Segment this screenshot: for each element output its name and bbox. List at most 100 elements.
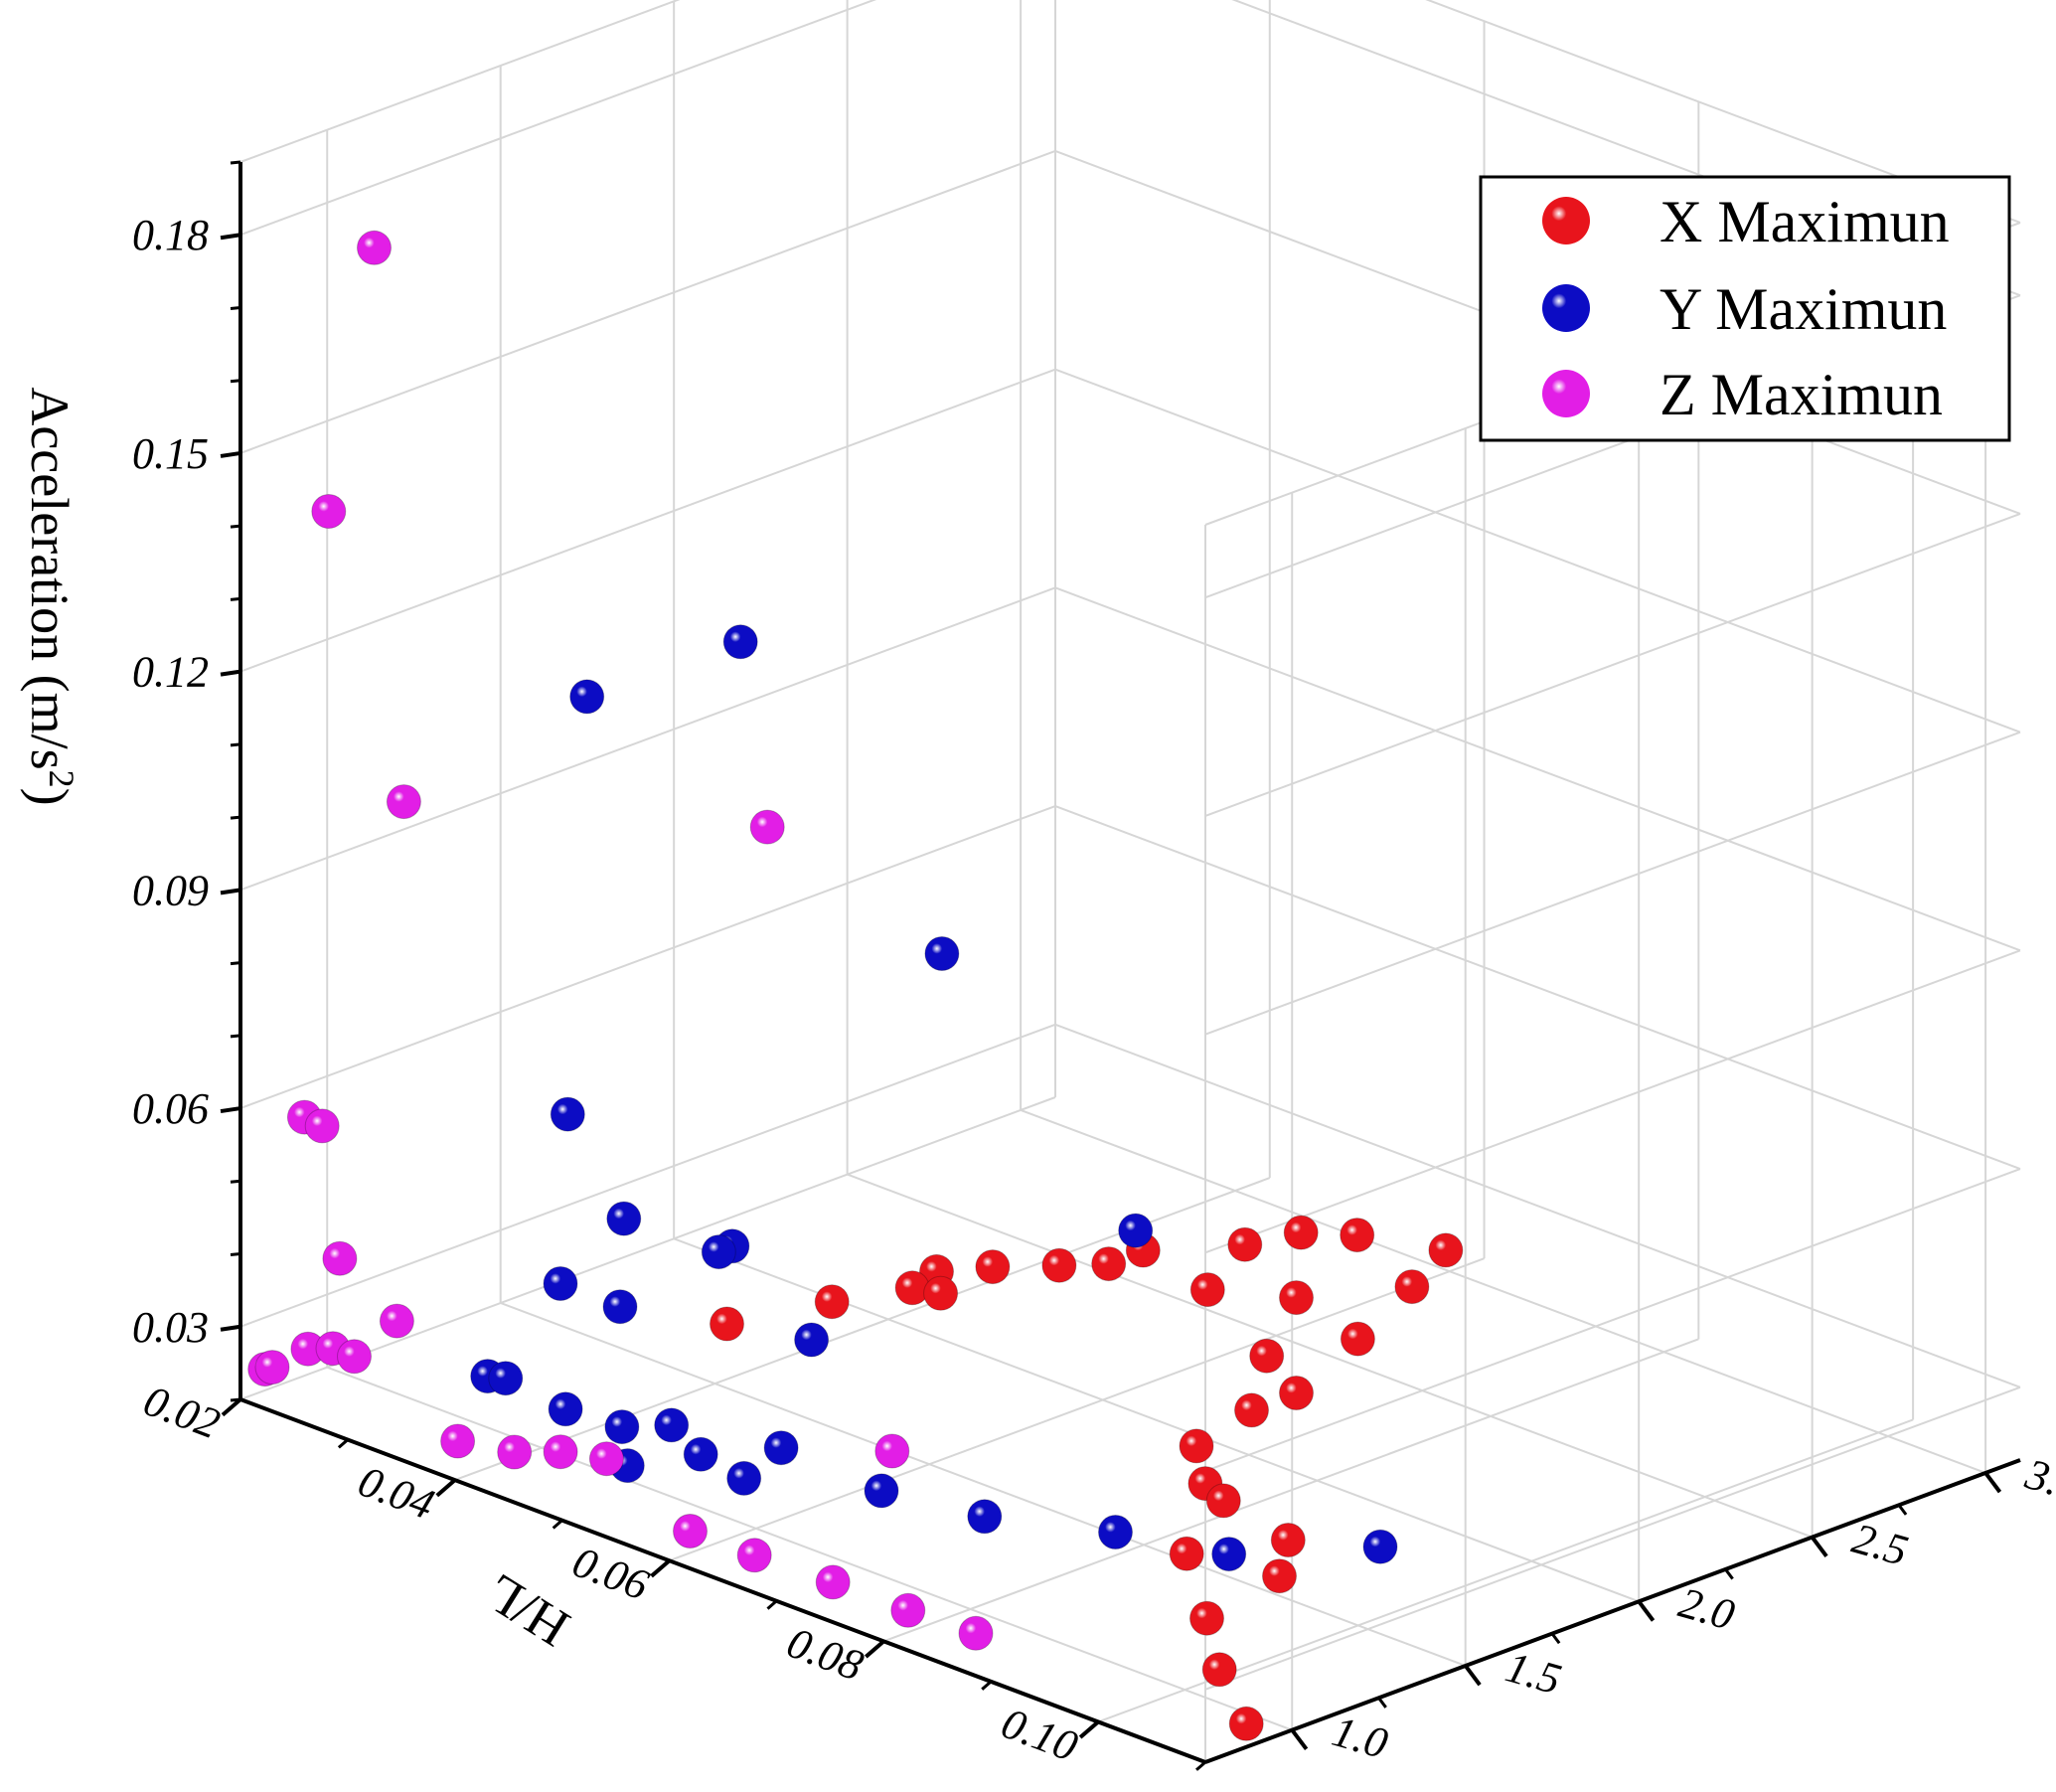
legend-marker-z <box>1542 370 1590 417</box>
legend-label-x: X Maximun <box>1660 189 1950 254</box>
x-maximun-point <box>1279 1376 1314 1410</box>
x-maximun-point <box>1340 1321 1375 1357</box>
x-maximun-point <box>1270 1523 1306 1557</box>
legend-marker-x <box>1542 197 1590 244</box>
x-tick-label: 0.10 <box>996 1699 1084 1771</box>
z-maximun-point <box>357 230 392 265</box>
x-minor-tick <box>337 1438 349 1449</box>
y-tick <box>1811 1536 1828 1558</box>
x-maximun-point <box>1228 1706 1264 1741</box>
y-tick-label: 3.0 <box>2019 1449 2056 1511</box>
x-maximun-point <box>1227 1226 1263 1262</box>
grid-line <box>882 1338 1699 1643</box>
z-maximun-point <box>379 1303 414 1339</box>
z-maximun-point <box>311 494 347 529</box>
y-maximun-point <box>606 1201 642 1236</box>
x-maximun-point <box>1179 1428 1214 1464</box>
z-tick-label: 0.06 <box>132 1084 209 1133</box>
grid-line <box>239 1023 1056 1328</box>
z-tick-label: 0.12 <box>132 648 209 697</box>
legend-label-z: Z Maximun <box>1660 362 1943 427</box>
grid-line <box>239 150 1056 454</box>
legend-entry-y: Y Maximun <box>1542 276 1947 342</box>
x-maximun-point <box>1201 1652 1237 1688</box>
z-maximun-point <box>254 1350 290 1385</box>
box-edge <box>1425 0 2021 224</box>
y-tick-label: 1.5 <box>1501 1642 1566 1704</box>
grid-line <box>239 0 877 237</box>
x-axis-title: H/L <box>475 1562 580 1659</box>
z-maximun-point <box>386 784 421 820</box>
x-minor-tick <box>1195 1760 1206 1771</box>
z-maximun-point <box>497 1434 533 1470</box>
legend-entry-x: X Maximun <box>1542 189 1950 254</box>
z-minor-tick <box>230 1252 241 1257</box>
x-axis-line <box>239 1397 1206 1764</box>
z-maximun-point <box>958 1615 994 1651</box>
y-maximun-point <box>543 1266 578 1301</box>
z-maximun-point <box>440 1423 476 1459</box>
y-maximun-point <box>683 1436 718 1472</box>
y-tick <box>1290 1728 1309 1751</box>
x-tick <box>650 1558 671 1578</box>
x-tick-label: 0.06 <box>566 1538 655 1610</box>
z-minor-tick <box>230 961 241 966</box>
x-minor-tick <box>766 1599 778 1610</box>
grid-line <box>1204 949 2021 1254</box>
z-minor-tick <box>230 160 241 165</box>
z-maximun-point <box>588 1441 624 1477</box>
z-maximun-point <box>890 1592 926 1628</box>
z-maximun-point <box>322 1240 358 1276</box>
grid-line <box>239 1096 1056 1400</box>
grid-line <box>1054 1023 2021 1388</box>
legend: X Maximun Y Maximun Z Maximun <box>1479 175 2011 442</box>
x-tick <box>865 1639 885 1659</box>
y-maximun-point <box>726 1460 762 1496</box>
grid-line <box>239 586 1056 892</box>
z-tick-label: 0.09 <box>132 866 209 914</box>
legend-marker-y <box>1542 284 1590 332</box>
y-tick-label: 2.5 <box>1847 1514 1913 1575</box>
x-maximun-point <box>1279 1280 1314 1316</box>
x-tick <box>221 1397 242 1417</box>
axes <box>220 160 2021 1771</box>
x-tick <box>1078 1719 1100 1739</box>
x-tick-label: 0.02 <box>137 1376 226 1448</box>
y-maximun-point <box>550 1096 585 1132</box>
y-maximun-point <box>864 1473 899 1509</box>
z-axis-title-base: Acceleration (m/s <box>20 387 79 769</box>
z-maximun-point <box>736 1538 772 1573</box>
x-maximun-point <box>1091 1246 1127 1282</box>
x-maximun-point <box>1394 1269 1430 1305</box>
grid-line <box>326 1366 1293 1731</box>
z-minor-tick <box>230 742 241 747</box>
z-maximun-point <box>304 1108 340 1144</box>
y-maximun-point <box>1362 1529 1398 1564</box>
x-maximun-point <box>1262 1558 1297 1594</box>
grid-line <box>239 368 1056 673</box>
x-maximun-point <box>710 1306 744 1342</box>
x-maximun-point <box>814 1284 850 1320</box>
grid-line <box>1054 805 2021 1170</box>
y-minor-tick <box>1897 1504 1908 1516</box>
x-minor-tick <box>552 1519 563 1530</box>
z-maximun-point <box>874 1433 910 1469</box>
z-axis-title-sup: 2 <box>42 770 81 788</box>
y-minor-tick <box>1377 1697 1387 1709</box>
grid-line <box>500 1302 1467 1667</box>
z-maximun-point <box>543 1434 578 1470</box>
data-points <box>247 230 1464 1741</box>
y-maximun-point <box>924 936 960 971</box>
x-maximun-point <box>1205 1483 1241 1519</box>
z-maximun-point <box>673 1514 708 1548</box>
z-maximun-point <box>815 1564 851 1600</box>
x-maximun-point <box>1189 1600 1224 1636</box>
y-maximun-point <box>569 679 605 715</box>
grid-line <box>239 805 1056 1109</box>
y-maximun-point <box>604 1409 640 1445</box>
x-minor-tick <box>981 1680 993 1691</box>
x-tick <box>435 1478 457 1498</box>
x-maximun-point <box>1428 1232 1464 1268</box>
grid-line <box>1204 1168 2021 1472</box>
x-maximun-point <box>1340 1218 1375 1253</box>
